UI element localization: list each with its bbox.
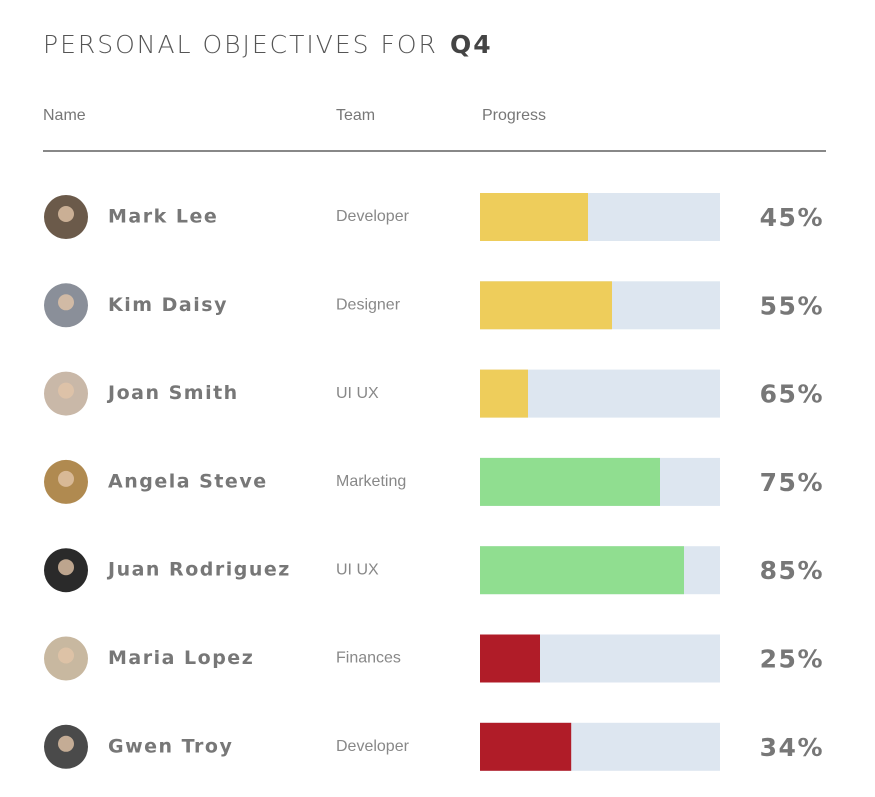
avatar-face [58,735,74,752]
avatar-face [58,559,74,576]
progress-fill [480,281,612,330]
column-header: Progress [482,107,546,124]
progress-label: 55% [760,291,824,320]
team: Marketing [336,473,406,490]
title: PERSONAL OBJECTIVES FOR [43,30,438,59]
team: UI UX [336,385,379,402]
avatar-face [58,206,74,222]
progress-label: 75% [760,468,824,497]
avatar-face [58,294,74,311]
progress-label: 85% [760,556,824,585]
person-name: Maria Lopez [108,647,254,669]
progress-fill [480,369,528,418]
person-name: Juan Rodriguez [106,559,291,581]
person-name: Kim Daisy [108,294,228,316]
progress-fill [480,634,540,683]
column-header: Name [43,107,86,124]
avatar-face [58,647,74,664]
progress-label: 45% [760,203,824,232]
team: Finances [336,650,401,667]
team: Developer [336,208,410,225]
person-name: Joan Smith [106,382,239,404]
person-name: Angela Steve [108,470,268,492]
column-header: Team [336,107,375,124]
progress-label: 25% [760,645,824,674]
team: Designer [336,297,401,314]
avatar-face [58,382,74,399]
person-name: Mark Lee [108,206,218,228]
progress-fill [480,193,588,241]
team: Developer [336,738,410,755]
title-bold: Q4 [450,30,493,59]
progress-fill [480,457,660,506]
progress-fill [480,546,684,595]
progress-label: 65% [760,380,824,409]
person-name: Gwen Troy [108,735,233,757]
avatar-face [58,470,74,487]
team: UI UX [336,561,379,578]
progress-fill [480,722,572,771]
progress-label: 34% [760,733,824,762]
